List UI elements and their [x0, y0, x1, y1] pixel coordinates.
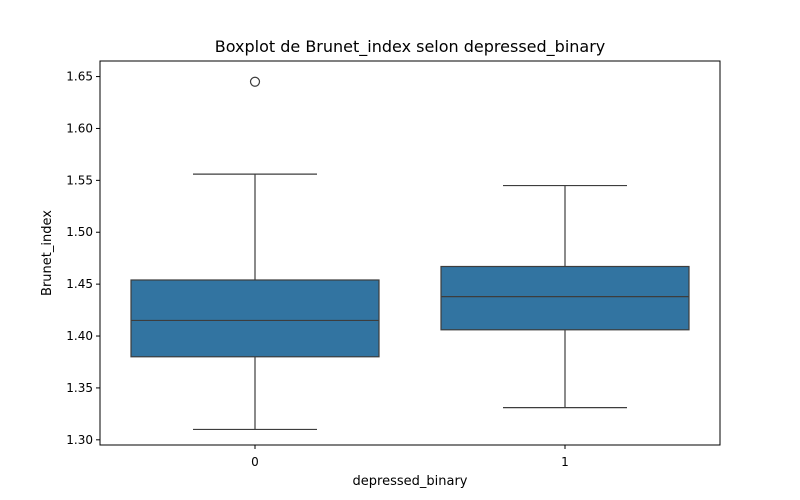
y-tick-label: 1.45 — [66, 277, 93, 291]
outlier-point — [249, 76, 261, 87]
x-tick-label: 1 — [561, 455, 569, 469]
y-axis: 1.30 1.35 1.40 1.45 1.50 1.55 1.60 1.65 — [66, 70, 100, 447]
x-tick-label: 0 — [251, 455, 259, 469]
y-tick-label: 1.60 — [66, 121, 93, 135]
y-axis-label: Brunet_index — [40, 210, 55, 296]
chart-title: Boxplot de Brunet_index selon depressed_… — [215, 37, 606, 57]
plot-frame — [99, 60, 721, 446]
y-tick-label: 1.35 — [66, 381, 93, 395]
y-tick-label: 1.50 — [66, 225, 93, 239]
box-iqr — [130, 279, 380, 358]
y-tick-label: 1.30 — [66, 433, 93, 447]
y-tick-label: 1.65 — [66, 70, 93, 84]
y-tick-label: 1.40 — [66, 329, 93, 343]
y-tick-label: 1.55 — [66, 173, 93, 187]
plot-area — [99, 60, 721, 446]
box-iqr — [440, 265, 690, 331]
box-group-1 — [440, 184, 690, 409]
x-axis-label: depressed_binary — [353, 474, 468, 489]
box-group-0 — [130, 76, 380, 431]
